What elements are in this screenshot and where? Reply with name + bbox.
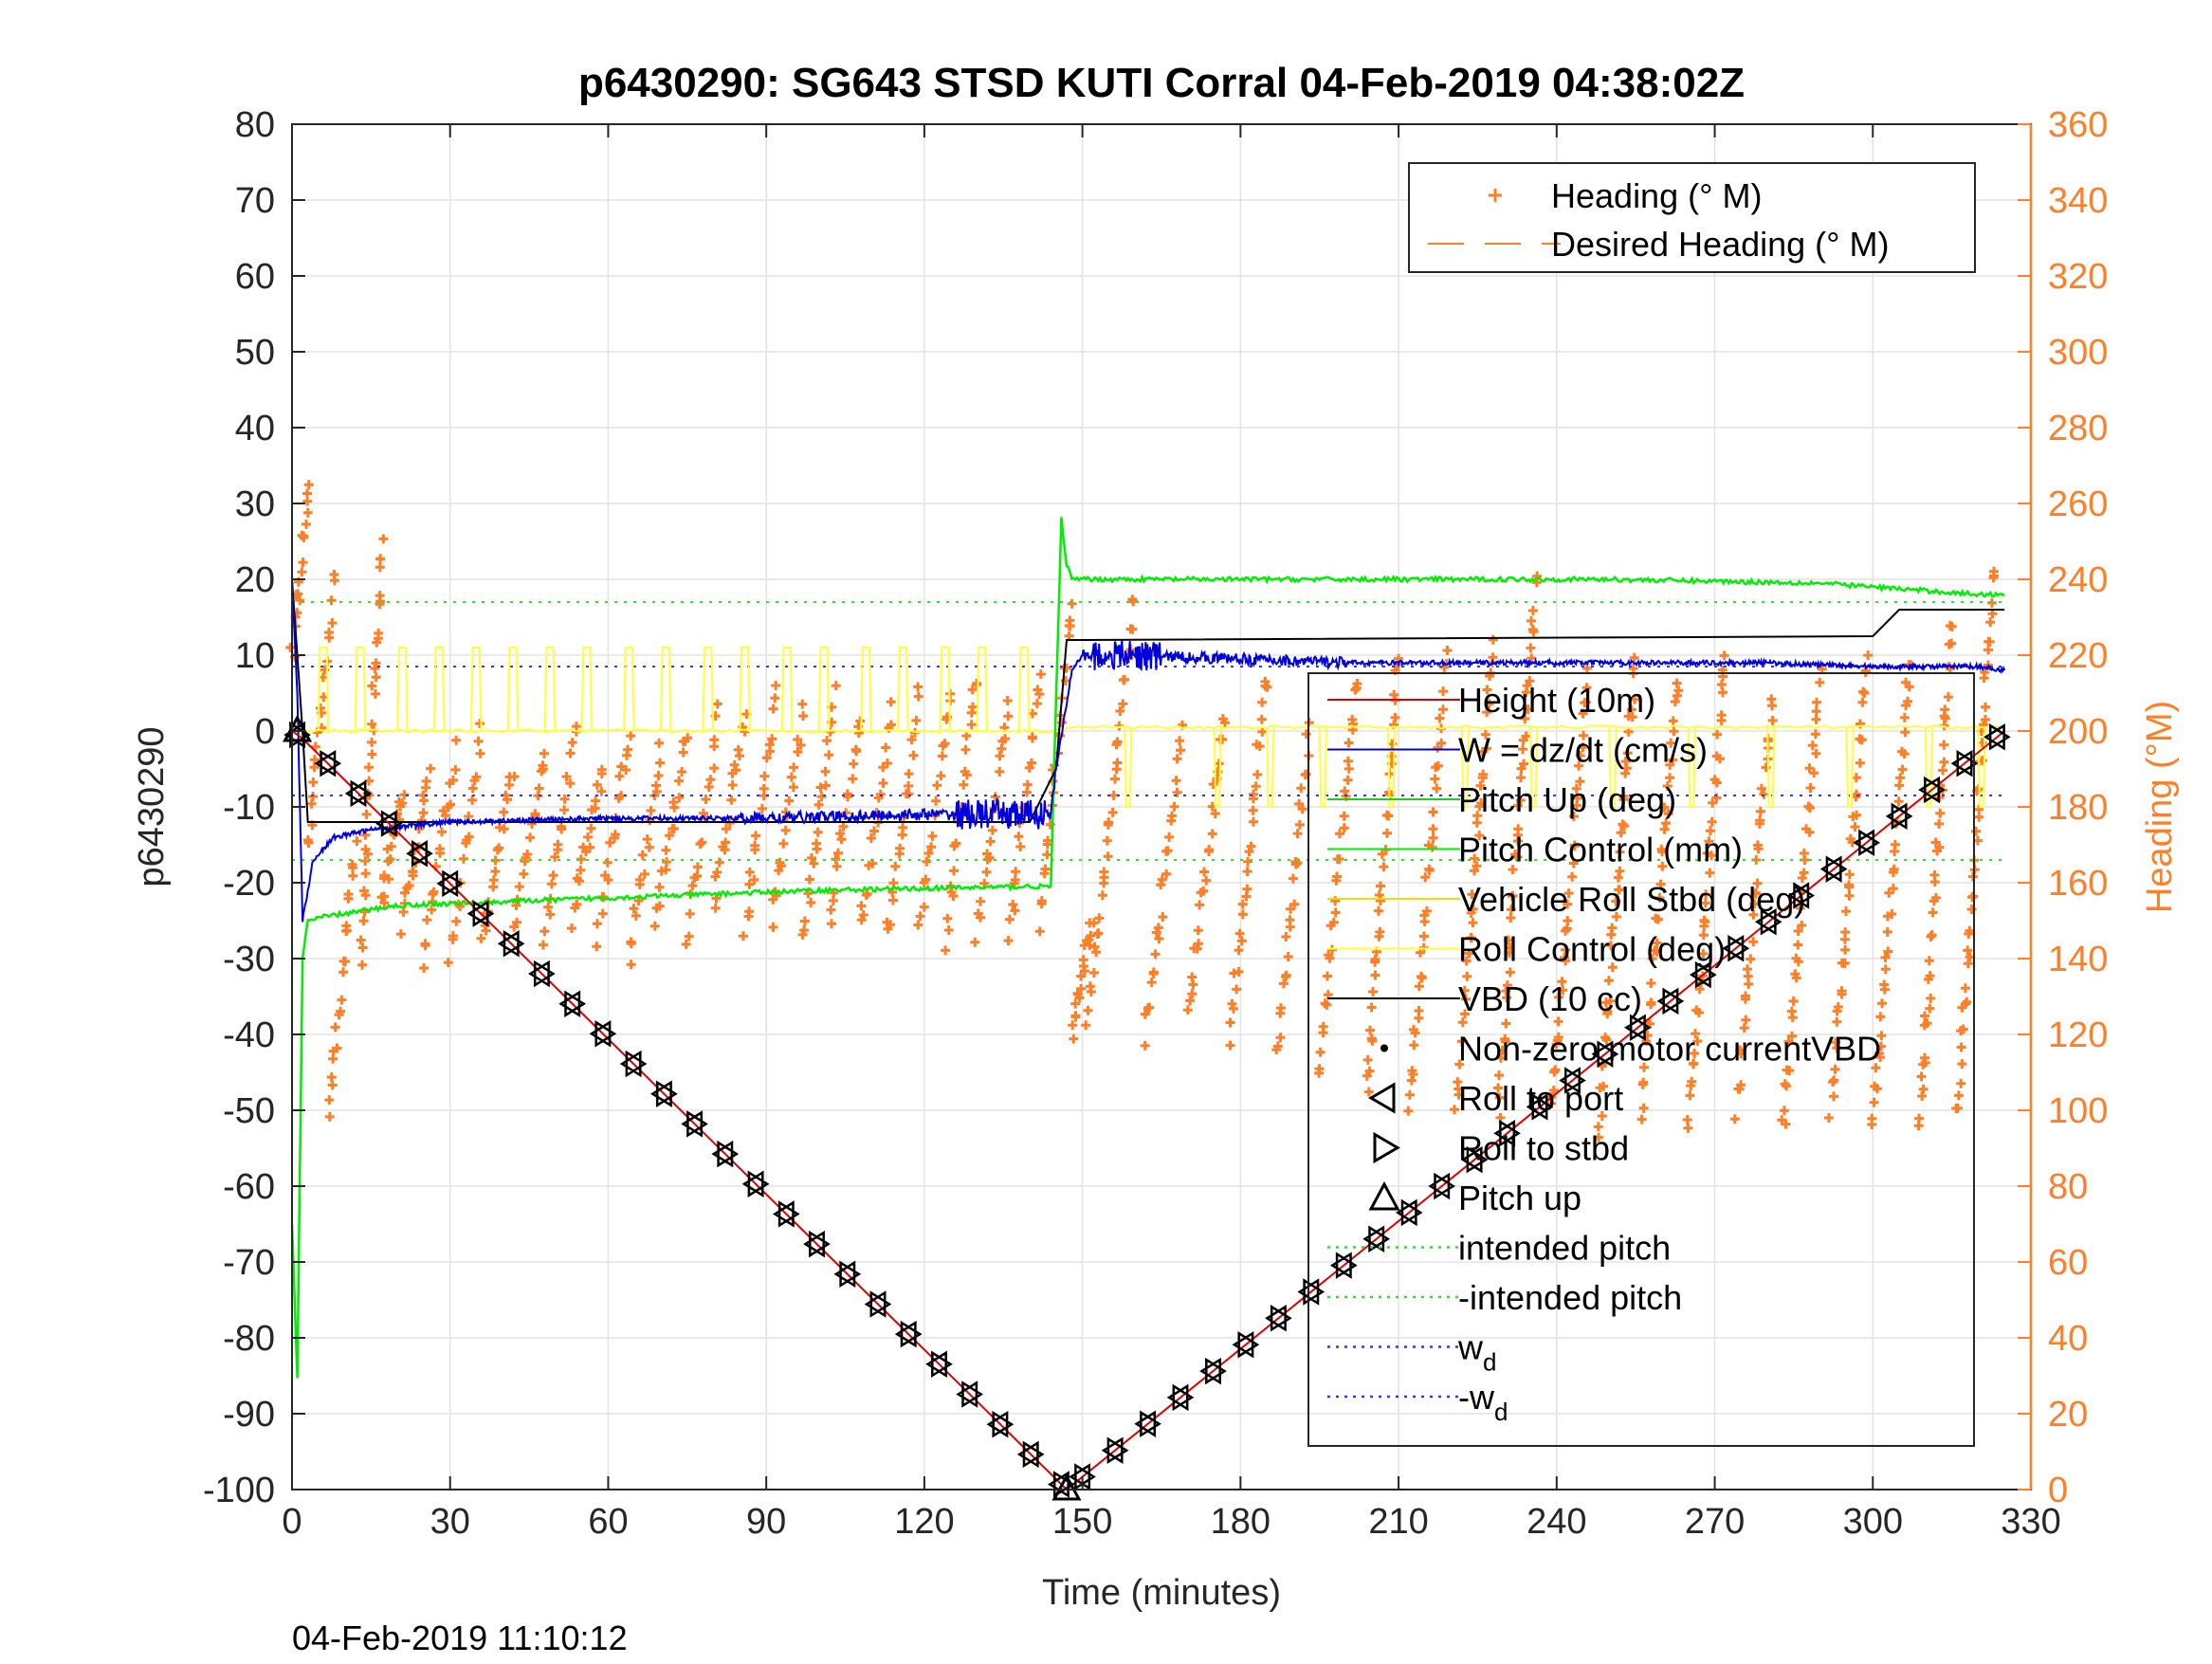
legend-top-marker [1489, 189, 1502, 202]
x-tick-label: 330 [2001, 1502, 2060, 1542]
x-tick-label: 270 [1685, 1502, 1745, 1542]
series-vbd [291, 578, 2005, 823]
y-left-tick-label: 60 [235, 257, 275, 297]
legend-main-label: Non-zero motor currentVBD [1458, 1030, 1881, 1069]
x-tick-label: 180 [1211, 1502, 1271, 1542]
y-axis-left-label: p6430290 [132, 726, 172, 887]
x-tick-label: 300 [1843, 1502, 1903, 1542]
y-left-tick-label: -70 [223, 1243, 275, 1283]
y-right-tick-label: 60 [2048, 1243, 2088, 1283]
x-tick-label: 210 [1368, 1502, 1428, 1542]
y-left-tick-label: 80 [235, 105, 275, 145]
legend-main-box [1307, 672, 1975, 1447]
y-right-tick-label: 200 [2048, 712, 2108, 752]
legend-main-label: W = dz/dt (cm/s) [1458, 731, 1708, 770]
y-right-tick-label: 100 [2048, 1091, 2108, 1131]
pitch-up-marker [1051, 1472, 1082, 1501]
y-right-tick-label: 180 [2048, 788, 2108, 828]
legend-main-label: Roll to port [1458, 1079, 1623, 1118]
legend-main-label: Roll to stbd [1458, 1129, 1629, 1168]
roll-markers [283, 721, 2011, 1498]
y-left-tick-label: 40 [235, 409, 275, 448]
y-left-tick-label: -20 [223, 864, 275, 904]
y-right-tick-label: 300 [2048, 333, 2108, 373]
marker-layer [283, 714, 2011, 1501]
x-tick-label: 90 [746, 1502, 786, 1542]
y-right-tick-label: 0 [2048, 1471, 2068, 1510]
chart-title: p6430290: SG643 STSD KUTI Corral 04-Feb-… [578, 60, 1745, 106]
y-right-tick-label: 240 [2048, 560, 2108, 600]
axes-layer: 0 30 60 90 120 150 180 210 240 270 300 330807060504… [203, 105, 2108, 1542]
legend-top-label: Heading (° M) [1551, 176, 1762, 215]
legend-main-label: Height (10m) [1458, 681, 1655, 720]
y-right-tick-label: 40 [2048, 1319, 2088, 1359]
series-pitch-control [290, 517, 2005, 1379]
y-right-tick-label: 340 [2048, 181, 2108, 221]
x-tick-label: 30 [430, 1502, 470, 1542]
y-left-tick-label: 50 [235, 333, 275, 373]
legend-main-label: wd [1457, 1328, 1496, 1377]
x-tick-label: 60 [588, 1502, 628, 1542]
legend-main-marker [1368, 1180, 1400, 1211]
y-left-tick-label: -60 [223, 1167, 275, 1207]
legend-main: Height (10m) W = dz/dt (cm/s) Pitch Up (de… [1307, 672, 1975, 1447]
y-axis-right-label: Heading (°M) [2140, 701, 2180, 913]
series-roll-control [291, 647, 2005, 808]
legend-main-label: -intended pitch [1458, 1278, 1682, 1317]
y-left-tick-label: -80 [223, 1319, 275, 1359]
legend-main-label: Pitch Control (mm) [1458, 831, 1743, 869]
legend-top-box [1408, 162, 1976, 273]
heading-points [285, 480, 1999, 1143]
y-right-tick-label: 120 [2048, 1015, 2108, 1055]
y-left-tick-label: -30 [223, 940, 275, 979]
legend-top-label: Desired Heading (° M) [1551, 225, 1890, 264]
y-right-tick-label: 280 [2048, 409, 2108, 448]
y-left-tick-label: 0 [255, 712, 275, 752]
y-right-tick-label: 80 [2048, 1167, 2088, 1207]
x-tick-label: 120 [894, 1502, 954, 1542]
y-right-tick-label: 160 [2048, 864, 2108, 904]
y-left-tick-label: -40 [223, 1015, 275, 1055]
legend-main-label: -wd [1458, 1378, 1508, 1426]
y-right-tick-label: 360 [2048, 105, 2108, 145]
y-right-tick-label: 20 [2048, 1395, 2088, 1435]
footer-timestamp: 04-Feb-2019 11:10:12 [292, 1618, 628, 1657]
x-tick-label: 240 [1526, 1502, 1586, 1542]
legend-main-label: Roll Control (deg) [1458, 930, 1726, 969]
y-left-tick-label: -10 [223, 788, 275, 828]
x-tick-label: 150 [1052, 1502, 1112, 1542]
x-axis-label: Time (minutes) [1042, 1573, 1281, 1613]
y-right-tick-label: 220 [2048, 636, 2108, 676]
legend-main-label: VBD (10 cc) [1458, 979, 1642, 1018]
y-left-tick-label: -90 [223, 1395, 275, 1435]
legend-top: Heading (° M) Desired Heading (° M) [1408, 162, 1976, 273]
y-right-tick-label: 260 [2048, 485, 2108, 524]
legend-main-label: Pitch Up (deg) [1458, 780, 1676, 819]
series-w [291, 581, 2006, 923]
legend-main-label: Vehicle Roll Stbd (deg) [1458, 880, 1805, 919]
y-left-tick-label: -50 [223, 1091, 275, 1131]
y-left-tick-label: 10 [235, 636, 275, 676]
legend-main-label: intended pitch [1458, 1229, 1671, 1268]
y-left-tick-label: 70 [235, 181, 275, 221]
series-layer [290, 517, 2006, 1491]
y-left-tick-label: 30 [235, 485, 275, 524]
legend-main-marker [1373, 1131, 1400, 1164]
legend-main-label: Pitch up [1458, 1179, 1581, 1217]
y-left-tick-label: -100 [203, 1471, 275, 1510]
legend-main-marker [1368, 1082, 1396, 1114]
y-right-tick-label: 140 [2048, 940, 2108, 979]
legend-main-marker [1380, 1044, 1388, 1052]
y-left-tick-label: 20 [235, 560, 275, 600]
y-right-tick-label: 320 [2048, 257, 2108, 297]
x-tick-label: 0 [282, 1502, 302, 1542]
heading-layer [285, 480, 1999, 1143]
